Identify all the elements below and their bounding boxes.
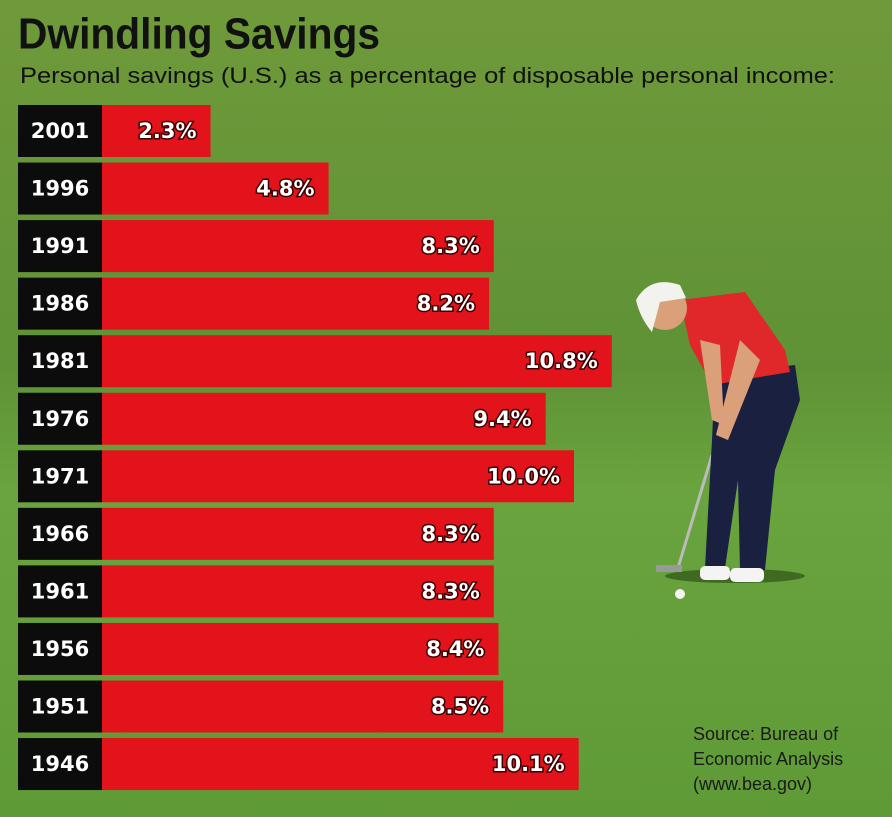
golfer-illustration xyxy=(636,282,805,599)
bar xyxy=(102,392,546,445)
category-label: 2001 xyxy=(31,119,89,143)
bar xyxy=(102,507,494,560)
source-line: Source: Bureau of xyxy=(693,724,839,744)
chart-subtitle: Personal savings (U.S.) as a percentage … xyxy=(20,63,835,88)
value-label: 8.2% xyxy=(417,292,475,316)
bar xyxy=(102,335,612,388)
value-label: 10.8% xyxy=(525,349,598,373)
source-line: (www.bea.gov) xyxy=(693,774,812,794)
source-note: Source: Bureau of Economic Analysis (www.b… xyxy=(693,724,843,794)
bar xyxy=(102,622,499,675)
category-label: 1991 xyxy=(31,234,89,258)
category-label: 1976 xyxy=(31,407,89,431)
value-label: 8.3% xyxy=(422,579,480,603)
bar xyxy=(102,105,211,157)
category-label: 1956 xyxy=(31,637,89,661)
source-line: Economic Analysis xyxy=(693,749,843,769)
category-label: 1951 xyxy=(31,695,89,719)
bar xyxy=(102,738,579,791)
value-label: 8.3% xyxy=(422,522,480,546)
year-box xyxy=(18,277,102,330)
bar xyxy=(102,162,329,215)
year-box xyxy=(18,450,102,503)
value-label: 8.4% xyxy=(426,637,484,661)
year-box xyxy=(18,507,102,560)
category-label: 1966 xyxy=(31,522,89,546)
category-label: 1981 xyxy=(31,349,89,373)
bar xyxy=(102,450,574,503)
bar xyxy=(102,277,490,330)
category-label: 1961 xyxy=(31,579,89,603)
year-box xyxy=(18,565,102,618)
chart-title: Dwindling Savings xyxy=(18,10,380,59)
year-box xyxy=(18,105,102,157)
value-label: 9.4% xyxy=(473,407,531,431)
year-box xyxy=(18,680,102,733)
year-box xyxy=(18,162,102,215)
value-label: 10.0% xyxy=(487,464,560,488)
value-label: 4.8% xyxy=(256,177,314,201)
category-label: 1986 xyxy=(31,292,89,316)
year-box xyxy=(18,335,102,388)
category-label: 1996 xyxy=(31,177,89,201)
bar xyxy=(102,565,494,618)
year-box xyxy=(18,622,102,675)
category-label: 1971 xyxy=(31,464,89,488)
year-box xyxy=(18,392,102,445)
value-label: 8.3% xyxy=(422,234,480,258)
value-label: 8.5% xyxy=(431,695,489,719)
value-label: 2.3% xyxy=(138,119,196,143)
year-box xyxy=(18,220,102,273)
category-label: 1946 xyxy=(31,752,89,776)
bar xyxy=(102,680,504,733)
year-box xyxy=(18,738,102,791)
value-label: 10.1% xyxy=(492,752,565,776)
bar xyxy=(102,220,494,273)
